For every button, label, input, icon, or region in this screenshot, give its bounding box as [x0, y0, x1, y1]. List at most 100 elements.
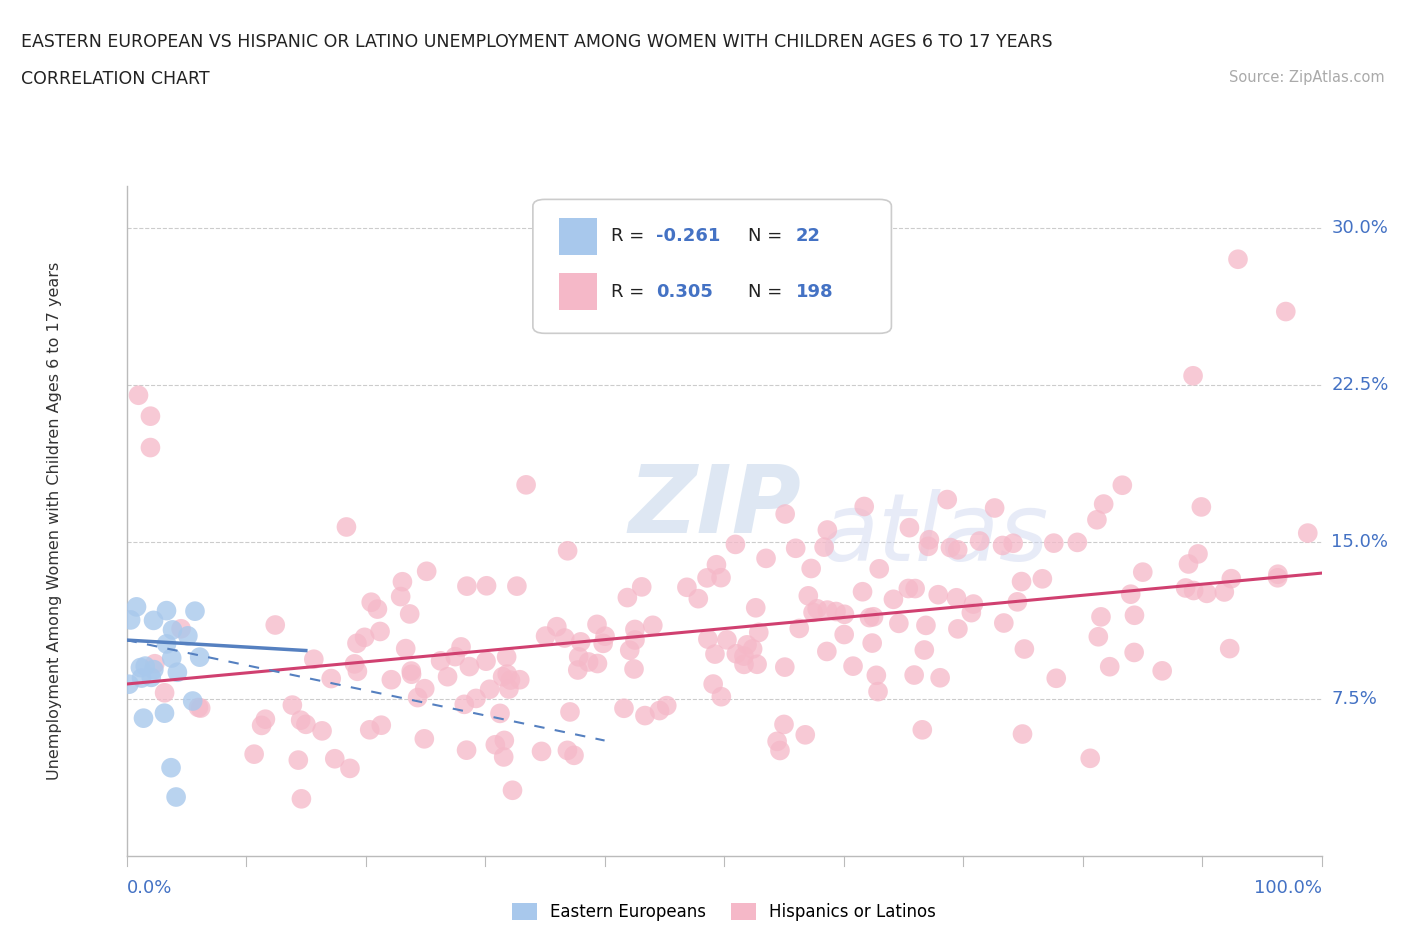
- Point: [323, 751, 346, 766]
- Point: [1123, 608, 1146, 623]
- Point: [502, 783, 524, 798]
- Point: [142, 613, 165, 628]
- Point: [648, 703, 671, 718]
- Point: [993, 616, 1015, 631]
- Point: [166, 665, 188, 680]
- Text: CORRELATION CHART: CORRELATION CHART: [21, 70, 209, 87]
- Point: [143, 657, 166, 671]
- Point: [250, 718, 273, 733]
- Point: [806, 602, 828, 617]
- Point: [401, 667, 423, 682]
- Point: [413, 731, 436, 746]
- Point: [858, 610, 880, 625]
- Point: [494, 733, 516, 748]
- FancyBboxPatch shape: [560, 218, 598, 255]
- Point: [616, 591, 638, 605]
- Point: [558, 705, 581, 720]
- Point: [557, 743, 579, 758]
- Point: [1042, 536, 1064, 551]
- Point: [177, 629, 200, 644]
- Point: [456, 578, 478, 593]
- Point: [773, 717, 796, 732]
- Point: [360, 595, 382, 610]
- Point: [769, 743, 792, 758]
- Point: [415, 564, 437, 578]
- Point: [1111, 478, 1133, 493]
- Point: [1174, 580, 1197, 595]
- Point: [815, 603, 838, 618]
- FancyBboxPatch shape: [533, 199, 891, 333]
- Point: [1098, 659, 1121, 674]
- Point: [495, 649, 517, 664]
- Point: [132, 711, 155, 725]
- Point: [832, 627, 855, 642]
- Point: [887, 616, 910, 631]
- Point: [368, 624, 391, 639]
- Point: [918, 532, 941, 547]
- Point: [339, 761, 361, 776]
- Point: [710, 570, 733, 585]
- Point: [655, 698, 678, 713]
- Point: [898, 520, 921, 535]
- Point: [915, 618, 938, 632]
- Point: [1087, 630, 1109, 644]
- Point: [153, 685, 176, 700]
- Point: [295, 717, 318, 732]
- Point: [903, 668, 925, 683]
- Point: [562, 748, 585, 763]
- Point: [335, 520, 357, 535]
- Text: -0.261: -0.261: [657, 227, 720, 246]
- Point: [929, 671, 952, 685]
- Point: [1195, 586, 1218, 601]
- Point: [862, 609, 884, 624]
- Text: 198: 198: [796, 283, 834, 300]
- Point: [676, 580, 699, 595]
- Point: [129, 660, 152, 675]
- Point: [142, 662, 165, 677]
- Point: [797, 589, 820, 604]
- Point: [311, 724, 333, 738]
- Point: [496, 667, 519, 682]
- Point: [710, 689, 733, 704]
- Point: [1182, 368, 1205, 383]
- Point: [492, 750, 515, 764]
- Point: [1152, 663, 1174, 678]
- Point: [1226, 252, 1249, 267]
- Point: [170, 621, 193, 636]
- Point: [936, 492, 959, 507]
- Point: [904, 581, 927, 596]
- Point: [475, 578, 498, 593]
- Point: [491, 670, 513, 684]
- Point: [619, 643, 641, 658]
- Point: [302, 652, 325, 667]
- Point: [395, 641, 418, 656]
- Point: [983, 500, 1005, 515]
- Point: [745, 601, 768, 616]
- Point: [139, 409, 162, 424]
- Point: [825, 604, 848, 619]
- Point: [1045, 671, 1067, 685]
- Point: [917, 538, 939, 553]
- Point: [290, 712, 312, 727]
- Point: [1132, 565, 1154, 579]
- Point: [343, 657, 366, 671]
- Point: [475, 654, 498, 669]
- Point: [366, 602, 388, 617]
- Text: 22: 22: [796, 227, 821, 246]
- Point: [1011, 574, 1033, 589]
- Point: [160, 651, 183, 666]
- Point: [1014, 642, 1036, 657]
- Point: [184, 604, 207, 618]
- Point: [630, 579, 652, 594]
- Point: [696, 570, 718, 585]
- Point: [755, 551, 778, 565]
- Point: [399, 664, 422, 679]
- Point: [641, 618, 664, 632]
- Point: [800, 561, 823, 576]
- Point: [389, 590, 412, 604]
- Text: 30.0%: 30.0%: [1331, 219, 1388, 237]
- Point: [834, 607, 856, 622]
- Point: [398, 606, 420, 621]
- Point: [1085, 512, 1108, 527]
- Point: [125, 600, 148, 615]
